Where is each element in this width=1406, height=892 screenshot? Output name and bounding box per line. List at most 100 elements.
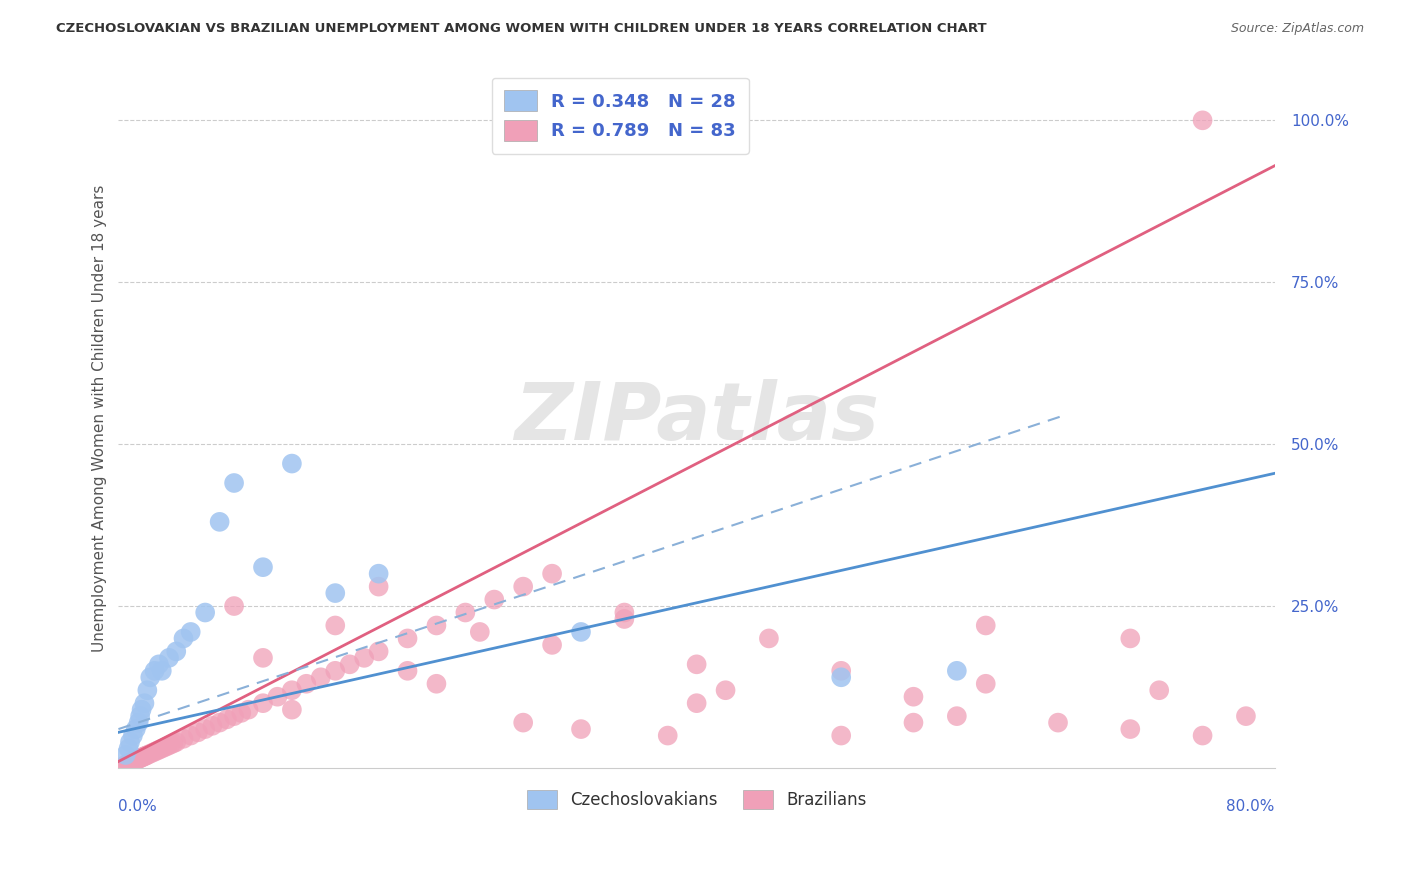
Point: [131, 750, 153, 764]
Point: [124, 754, 146, 768]
Point: [131, 703, 153, 717]
Point: [122, 755, 145, 769]
Point: [120, 755, 142, 769]
Point: [569, 624, 592, 639]
Point: [132, 750, 155, 764]
Point: [758, 632, 780, 646]
Point: [323, 618, 346, 632]
Point: [613, 606, 636, 620]
Point: [115, 757, 138, 772]
Point: [830, 670, 852, 684]
Point: [339, 657, 361, 672]
Text: 0.0%: 0.0%: [118, 798, 157, 814]
Point: [173, 632, 195, 646]
Point: [1119, 632, 1142, 646]
Point: [1234, 709, 1257, 723]
Point: [114, 747, 136, 762]
Point: [946, 664, 969, 678]
Point: [281, 703, 304, 717]
Point: [468, 624, 491, 639]
Point: [1047, 715, 1070, 730]
Point: [353, 651, 375, 665]
Point: [454, 606, 477, 620]
Text: CZECHOSLOVAKIAN VS BRAZILIAN UNEMPLOYMENT AMONG WOMEN WITH CHILDREN UNDER 18 YEA: CZECHOSLOVAKIAN VS BRAZILIAN UNEMPLOYMEN…: [56, 22, 987, 36]
Point: [114, 757, 136, 772]
Text: ZIPatlas: ZIPatlas: [515, 379, 879, 458]
Point: [396, 664, 419, 678]
Point: [830, 664, 852, 678]
Point: [128, 715, 150, 730]
Point: [165, 735, 187, 749]
Text: Source: ZipAtlas.com: Source: ZipAtlas.com: [1230, 22, 1364, 36]
Point: [148, 743, 170, 757]
Point: [208, 715, 231, 730]
Point: [159, 738, 181, 752]
Point: [134, 749, 156, 764]
Point: [685, 696, 707, 710]
Point: [201, 719, 224, 733]
Point: [1147, 683, 1170, 698]
Point: [231, 706, 253, 720]
Point: [1191, 113, 1213, 128]
Point: [512, 715, 534, 730]
Point: [139, 747, 162, 761]
Point: [367, 580, 389, 594]
Point: [541, 638, 564, 652]
Point: [117, 756, 139, 771]
Point: [903, 690, 925, 704]
Point: [946, 709, 969, 723]
Point: [512, 580, 534, 594]
Point: [425, 677, 447, 691]
Point: [125, 722, 148, 736]
Point: [295, 677, 318, 691]
Point: [830, 729, 852, 743]
Point: [134, 696, 156, 710]
Point: [252, 651, 274, 665]
Point: [194, 606, 217, 620]
Point: [150, 741, 173, 756]
Point: [266, 690, 288, 704]
Point: [122, 729, 145, 743]
Point: [569, 722, 592, 736]
Point: [396, 632, 419, 646]
Point: [309, 670, 332, 684]
Point: [252, 696, 274, 710]
Point: [127, 752, 149, 766]
Point: [143, 664, 166, 678]
Point: [173, 731, 195, 746]
Point: [222, 709, 245, 723]
Point: [118, 735, 141, 749]
Point: [156, 739, 179, 753]
Point: [903, 715, 925, 730]
Point: [222, 599, 245, 613]
Point: [153, 740, 176, 755]
Point: [187, 725, 209, 739]
Point: [281, 683, 304, 698]
Point: [281, 457, 304, 471]
Point: [367, 566, 389, 581]
Point: [685, 657, 707, 672]
Point: [180, 624, 202, 639]
Point: [1191, 729, 1213, 743]
Point: [136, 683, 159, 698]
Point: [1119, 722, 1142, 736]
Point: [194, 722, 217, 736]
Point: [142, 746, 165, 760]
Text: 80.0%: 80.0%: [1226, 798, 1275, 814]
Point: [222, 475, 245, 490]
Point: [613, 612, 636, 626]
Point: [135, 748, 157, 763]
Point: [215, 712, 238, 726]
Point: [129, 751, 152, 765]
Point: [150, 664, 173, 678]
Point: [974, 677, 997, 691]
Point: [136, 747, 159, 762]
Point: [117, 741, 139, 756]
Point: [118, 756, 141, 770]
Point: [484, 592, 506, 607]
Point: [157, 651, 180, 665]
Point: [714, 683, 737, 698]
Point: [125, 753, 148, 767]
Point: [165, 644, 187, 658]
Point: [180, 729, 202, 743]
